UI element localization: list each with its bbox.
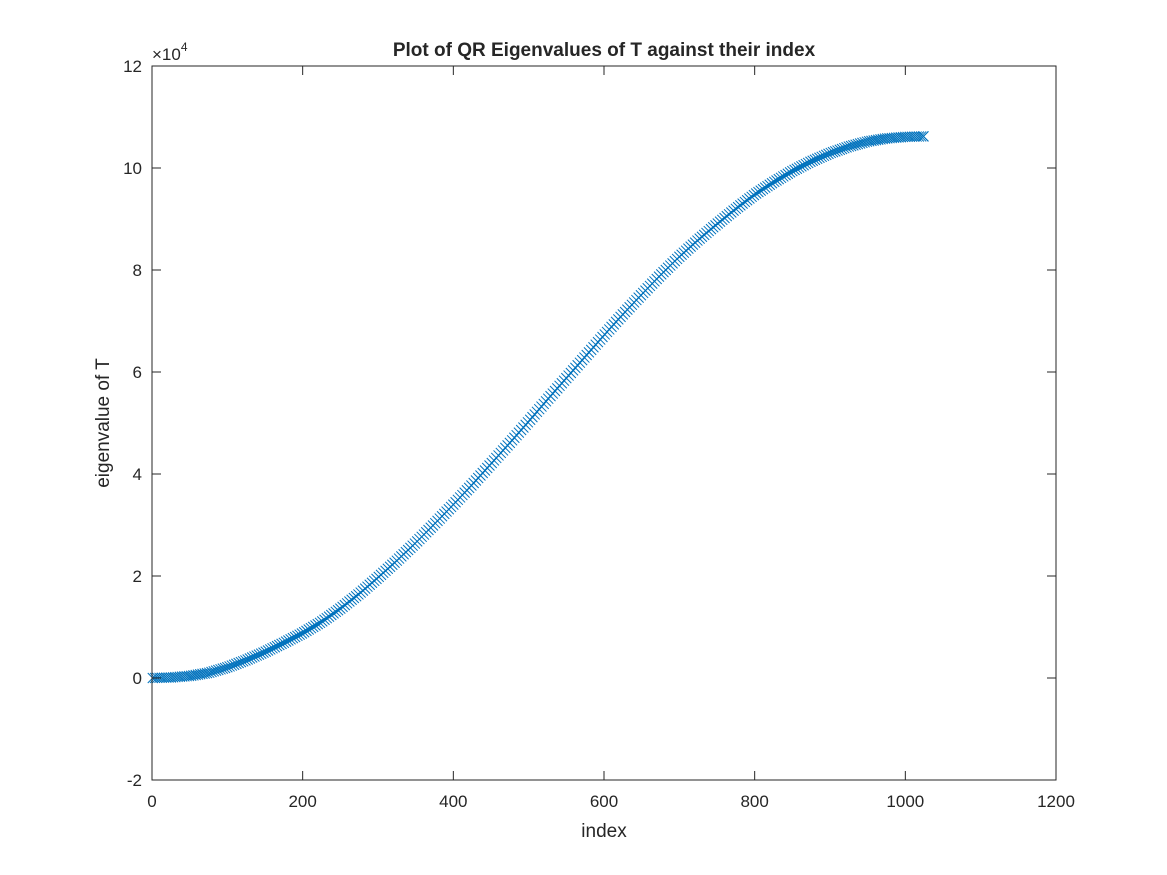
chart-title: Plot of QR Eigenvalues of T against thei…	[393, 40, 816, 61]
x-tick-label-3: 600	[590, 792, 618, 811]
plot-area-background	[152, 66, 1056, 780]
data-point	[764, 179, 776, 191]
x-tick-label-2: 400	[439, 792, 467, 811]
data-point	[847, 140, 859, 151]
plot-area-box	[151, 65, 1057, 781]
data-point	[854, 138, 866, 149]
data-point	[199, 668, 211, 679]
x-tick-label-5: 1000	[886, 792, 924, 811]
x-tick-label-4: 800	[740, 792, 768, 811]
y-tick-labels: -2 0 2 4 6 8 10 12	[123, 57, 142, 790]
y-tick-label-2: 2	[133, 567, 142, 586]
data-point	[757, 183, 769, 195]
data-point	[868, 135, 880, 146]
y-axis-label: eigenvalue of T	[93, 358, 114, 488]
data-point	[872, 134, 884, 146]
data-point	[859, 136, 871, 148]
data-point	[753, 186, 764, 198]
data-point	[866, 135, 877, 147]
data-point	[845, 140, 857, 152]
data-point	[201, 667, 213, 679]
x-axis-label: index	[581, 821, 627, 842]
data-point	[863, 135, 875, 147]
data-point	[314, 617, 326, 629]
data-point	[190, 669, 202, 681]
data-point	[857, 137, 868, 149]
data-point	[192, 669, 204, 680]
data-point	[875, 134, 886, 145]
x-tick-label-6: 1200	[1037, 792, 1075, 811]
data-point	[750, 188, 762, 199]
data-point	[748, 189, 760, 201]
data-point	[181, 670, 193, 682]
y-exponent-label: ×104	[152, 40, 188, 64]
data-point	[870, 134, 882, 146]
data-point	[877, 133, 889, 145]
data-point	[843, 141, 855, 152]
y-exponent-power: 4	[181, 40, 188, 54]
y-tick-label-3: 4	[133, 465, 142, 484]
data-point	[217, 663, 229, 674]
data-point	[850, 139, 861, 151]
y-tick-label-6: 10	[123, 159, 142, 178]
y-tick-label-7: 12	[123, 57, 142, 76]
y-tick-label-0: -2	[127, 771, 142, 790]
data-point	[852, 138, 864, 150]
data-point	[188, 669, 199, 681]
data-point	[210, 665, 222, 677]
y-tick-label-1: 0	[133, 669, 142, 688]
data-point	[212, 664, 224, 676]
data-point	[197, 668, 208, 680]
data-point	[861, 136, 873, 148]
x-tick-label-1: 200	[288, 792, 316, 811]
data-point	[183, 670, 195, 682]
data-point	[215, 663, 226, 675]
data-point	[841, 142, 852, 153]
data-point	[913, 131, 925, 142]
data-markers	[147, 131, 929, 684]
data-point	[206, 666, 217, 678]
data-point	[918, 131, 929, 142]
data-point	[759, 182, 771, 194]
y-exponent-base: ×10	[152, 45, 181, 64]
y-tick-label-5: 8	[133, 261, 142, 280]
data-point	[203, 667, 215, 679]
data-point	[762, 180, 773, 192]
y-tick-label-4: 6	[133, 363, 142, 382]
x-tick-label-0: 0	[147, 792, 156, 811]
data-point	[755, 185, 767, 196]
data-point	[185, 670, 197, 682]
data-point	[915, 131, 927, 142]
x-tick-labels: 0 200 400 600 800 1000 1200	[147, 792, 1075, 811]
data-point	[208, 665, 220, 677]
data-point	[194, 668, 206, 680]
